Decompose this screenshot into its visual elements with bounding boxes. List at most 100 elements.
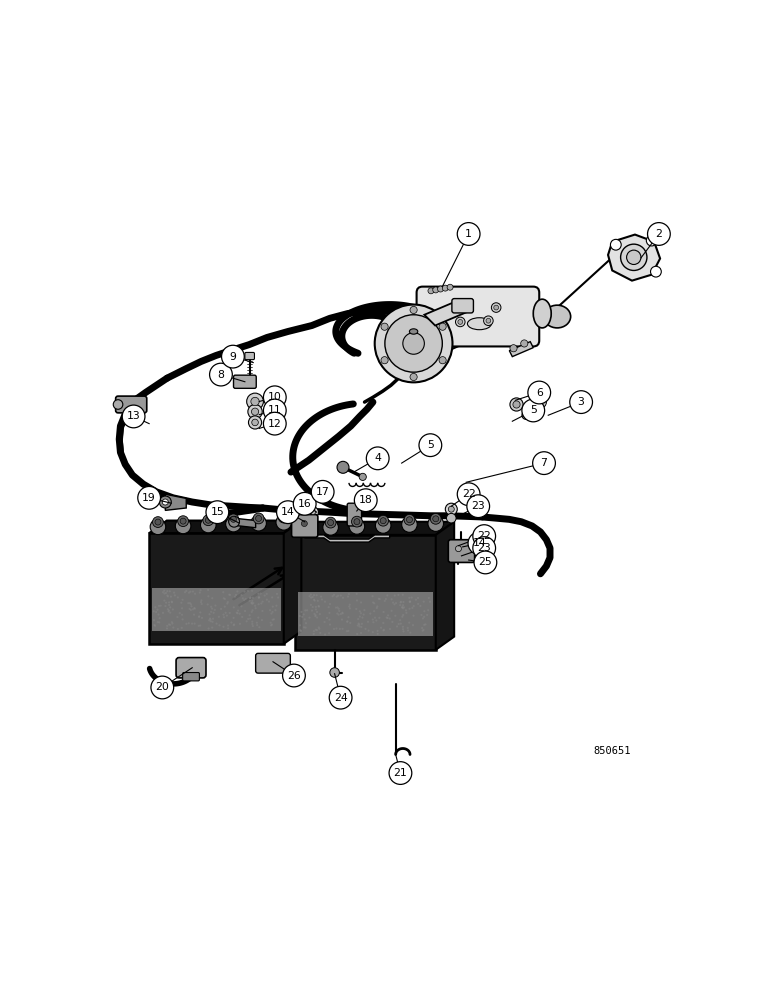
- Circle shape: [212, 612, 215, 614]
- Circle shape: [356, 593, 357, 595]
- Circle shape: [528, 381, 550, 404]
- Circle shape: [299, 518, 310, 529]
- Circle shape: [317, 486, 329, 498]
- Circle shape: [211, 608, 213, 610]
- Circle shape: [208, 595, 209, 597]
- Circle shape: [402, 614, 405, 616]
- Circle shape: [400, 601, 401, 603]
- Circle shape: [327, 520, 334, 526]
- Circle shape: [533, 452, 555, 474]
- Circle shape: [208, 627, 210, 630]
- Circle shape: [349, 622, 351, 624]
- Circle shape: [255, 607, 257, 609]
- Circle shape: [389, 762, 411, 784]
- Circle shape: [317, 605, 320, 607]
- Text: 10: 10: [268, 392, 282, 402]
- Circle shape: [492, 303, 501, 312]
- Circle shape: [310, 593, 312, 596]
- Circle shape: [276, 605, 277, 607]
- Circle shape: [316, 629, 318, 631]
- Circle shape: [270, 612, 273, 615]
- Circle shape: [250, 602, 252, 604]
- Circle shape: [210, 611, 212, 613]
- FancyBboxPatch shape: [245, 352, 255, 360]
- Circle shape: [319, 613, 321, 615]
- Circle shape: [328, 619, 330, 621]
- Circle shape: [163, 590, 165, 592]
- Circle shape: [227, 624, 229, 627]
- Circle shape: [172, 626, 174, 629]
- Circle shape: [272, 619, 274, 621]
- Circle shape: [341, 628, 344, 630]
- Circle shape: [198, 625, 200, 627]
- Circle shape: [423, 624, 425, 626]
- Circle shape: [166, 590, 168, 592]
- Circle shape: [391, 598, 393, 600]
- Circle shape: [211, 627, 213, 629]
- Circle shape: [252, 603, 253, 605]
- Circle shape: [305, 622, 307, 624]
- Circle shape: [421, 614, 422, 616]
- Circle shape: [153, 610, 155, 612]
- Circle shape: [178, 516, 188, 527]
- Circle shape: [234, 596, 236, 598]
- Circle shape: [340, 613, 342, 615]
- Polygon shape: [297, 592, 433, 636]
- Circle shape: [412, 615, 415, 617]
- Circle shape: [209, 618, 212, 621]
- Circle shape: [268, 600, 270, 603]
- Circle shape: [261, 619, 263, 621]
- Circle shape: [359, 615, 361, 618]
- Circle shape: [401, 606, 404, 608]
- Circle shape: [247, 618, 249, 620]
- Circle shape: [428, 597, 430, 599]
- Text: 22: 22: [477, 531, 491, 541]
- Circle shape: [209, 617, 211, 620]
- Circle shape: [356, 633, 358, 635]
- Circle shape: [198, 591, 201, 594]
- Circle shape: [318, 606, 320, 608]
- Circle shape: [201, 603, 203, 605]
- Circle shape: [259, 592, 262, 595]
- Circle shape: [415, 599, 417, 601]
- Circle shape: [251, 602, 252, 604]
- Circle shape: [257, 617, 259, 619]
- Polygon shape: [284, 521, 301, 644]
- Text: 22: 22: [462, 489, 476, 499]
- Circle shape: [203, 515, 214, 526]
- Circle shape: [229, 612, 231, 614]
- Circle shape: [252, 597, 254, 599]
- Circle shape: [137, 486, 161, 509]
- Circle shape: [522, 399, 544, 422]
- Circle shape: [335, 627, 337, 630]
- Circle shape: [181, 618, 184, 621]
- Circle shape: [314, 614, 317, 616]
- Circle shape: [304, 609, 306, 611]
- Text: 23: 23: [472, 501, 485, 511]
- Circle shape: [408, 601, 411, 603]
- Circle shape: [313, 599, 316, 602]
- Circle shape: [222, 597, 225, 599]
- Circle shape: [442, 285, 449, 291]
- Polygon shape: [151, 588, 281, 631]
- Circle shape: [380, 518, 386, 524]
- Circle shape: [356, 599, 358, 602]
- Circle shape: [224, 606, 226, 608]
- Circle shape: [151, 676, 174, 699]
- Circle shape: [207, 603, 208, 606]
- Circle shape: [385, 616, 388, 619]
- Circle shape: [313, 599, 315, 601]
- Circle shape: [185, 623, 188, 625]
- Circle shape: [210, 606, 212, 608]
- Circle shape: [331, 595, 334, 597]
- Circle shape: [316, 611, 318, 613]
- Circle shape: [235, 594, 237, 596]
- Circle shape: [314, 615, 317, 617]
- Circle shape: [384, 598, 387, 600]
- Circle shape: [251, 621, 253, 623]
- Circle shape: [191, 623, 193, 625]
- Circle shape: [228, 514, 239, 525]
- Text: 15: 15: [211, 507, 224, 517]
- Circle shape: [236, 612, 239, 614]
- Circle shape: [229, 594, 230, 596]
